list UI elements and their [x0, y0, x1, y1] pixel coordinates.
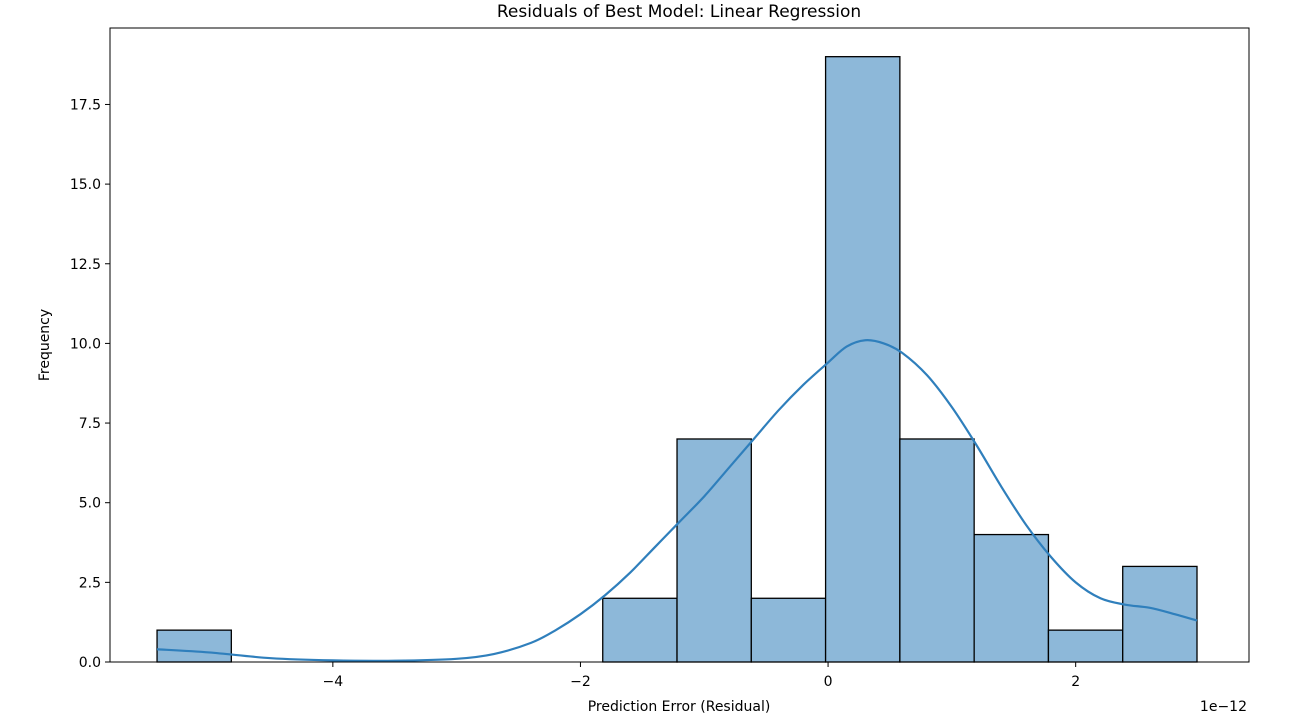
- histogram-bars: [156, 56, 1198, 663]
- histogram-bar-0: [156, 629, 232, 663]
- y-tick-label-5: 12.5: [70, 257, 101, 273]
- histogram-bar-12: [1047, 629, 1124, 663]
- histogram-bar-10: [899, 438, 975, 663]
- x-axis-label: Prediction Error (Residual): [588, 699, 771, 715]
- y-tick-label-6: 15.0: [70, 177, 101, 193]
- y-tick-label-0: 0.0: [79, 655, 101, 671]
- x-tick-label-3: 2: [1071, 674, 1080, 690]
- plot-frame: [109, 27, 1250, 663]
- histogram-bar-6: [602, 597, 678, 663]
- x-tick-label-2: 0: [824, 674, 833, 690]
- y-tick-label-3: 7.5: [79, 416, 101, 432]
- histogram-bar-9: [824, 56, 901, 663]
- x-tick-label-0: −4: [323, 674, 344, 690]
- y-tick-label-7: 17.5: [70, 97, 101, 113]
- y-tick-label-1: 2.5: [79, 575, 101, 591]
- x-axis-ticks: −4 −2 0 2: [323, 662, 1080, 690]
- histogram-bar-8: [750, 597, 827, 663]
- x-tick-label-1: −2: [570, 674, 591, 690]
- chart-title: Residuals of Best Model: Linear Regressi…: [497, 2, 861, 22]
- kde-curve: [156, 339, 1198, 662]
- y-tick-label-2: 5.0: [79, 496, 101, 512]
- y-axis-label: Frequency: [37, 309, 53, 381]
- x-axis-offset-label: 1e−12: [1200, 699, 1247, 715]
- histogram-bar-13: [1122, 565, 1198, 663]
- histogram-bar-7: [676, 438, 752, 663]
- y-tick-label-4: 10.0: [70, 336, 101, 352]
- y-axis-ticks: 0.0 2.5 5.0 7.5 10.0 12.5 15.0 17.5: [70, 97, 110, 671]
- histogram-bar-11: [973, 533, 1050, 663]
